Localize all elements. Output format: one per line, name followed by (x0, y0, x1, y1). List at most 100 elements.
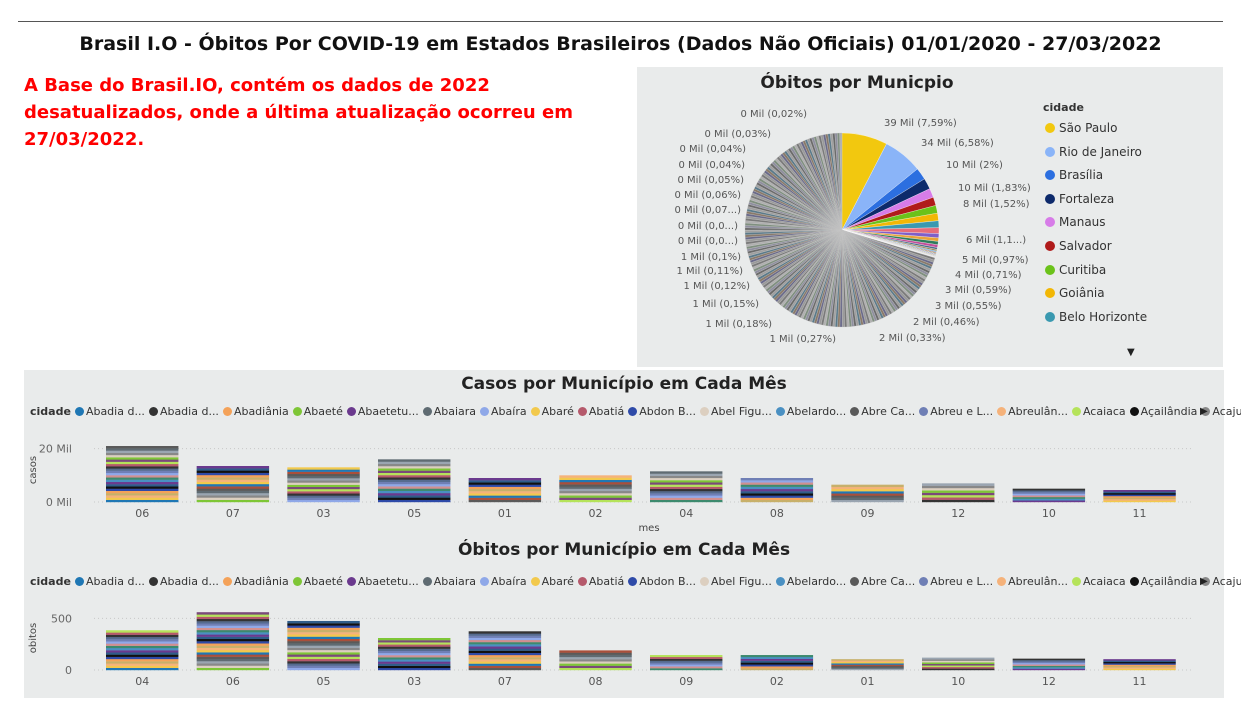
bar-segment[interactable] (196, 634, 270, 637)
bar-segment[interactable] (1103, 667, 1176, 669)
pie-legend-item[interactable]: São Paulo (1045, 121, 1117, 135)
bar-segment[interactable] (287, 489, 360, 492)
bar-segment[interactable] (1103, 499, 1176, 501)
bar-segment[interactable] (106, 647, 179, 651)
bar-segment[interactable] (106, 486, 179, 489)
legend-item[interactable]: Abelardo... (775, 405, 846, 418)
caret-right-icon[interactable]: ▶ (1200, 576, 1208, 587)
bar-segment[interactable] (106, 466, 179, 469)
bar-segment[interactable] (650, 482, 723, 485)
bar-segment[interactable] (106, 472, 179, 476)
bar-segment[interactable] (196, 658, 270, 662)
bar-segment[interactable] (740, 497, 814, 501)
bar-segment[interactable] (922, 492, 995, 496)
stacked-bar[interactable] (196, 466, 270, 503)
bar-segment[interactable] (106, 479, 179, 483)
bar-segment[interactable] (196, 497, 270, 500)
bar-segment[interactable] (287, 656, 360, 660)
legend-item[interactable]: Abdon B... (628, 575, 696, 588)
bar-segment[interactable] (650, 491, 723, 494)
bar-segment[interactable] (287, 499, 360, 503)
bar-segment[interactable] (559, 650, 632, 653)
bar-segment[interactable] (106, 448, 179, 451)
bar-segment[interactable] (559, 652, 632, 655)
bar-segment[interactable] (559, 499, 632, 503)
bar-segment[interactable] (196, 479, 270, 482)
bar-segment[interactable] (559, 495, 632, 498)
bar-segment[interactable] (196, 623, 270, 626)
bar-segment[interactable] (196, 625, 270, 628)
bar-segment[interactable] (650, 493, 723, 496)
bar-segment[interactable] (831, 667, 904, 669)
bar-segment[interactable] (287, 469, 360, 472)
bar-segment[interactable] (196, 647, 270, 651)
bar-segment[interactable] (378, 648, 451, 651)
bar-segment[interactable] (1103, 659, 1176, 661)
bar-segment[interactable] (287, 649, 360, 653)
bar-segment[interactable] (106, 484, 179, 487)
stacked-bar[interactable] (468, 478, 542, 503)
stacked-bar[interactable] (831, 659, 904, 671)
bar-segment[interactable] (106, 665, 179, 668)
bar-segment[interactable] (468, 478, 542, 481)
bar-segment[interactable] (378, 475, 451, 478)
stacked-bar[interactable] (106, 630, 179, 671)
bar-segment[interactable] (831, 661, 904, 664)
bar-segment[interactable] (106, 488, 179, 491)
bar-segment[interactable] (106, 661, 179, 664)
bar-segment[interactable] (1012, 662, 1086, 665)
bar-segment[interactable] (740, 493, 814, 496)
bar-segment[interactable] (1012, 665, 1086, 668)
bar-segment[interactable] (559, 482, 632, 485)
bar-segment[interactable] (196, 663, 270, 666)
bar-segment[interactable] (106, 468, 179, 471)
bar-segment[interactable] (1012, 498, 1086, 501)
bar-segment[interactable] (468, 633, 542, 636)
stacked-bar[interactable] (1103, 490, 1176, 503)
bar-segment[interactable] (650, 484, 723, 487)
bar-segment[interactable] (1012, 661, 1086, 664)
bar-segment[interactable] (740, 668, 814, 671)
bar-segment[interactable] (1103, 500, 1176, 503)
legend-item[interactable]: Abaíra (480, 405, 527, 418)
bar-segment[interactable] (378, 470, 451, 474)
bar-segment[interactable] (196, 665, 270, 668)
bar-segment[interactable] (831, 489, 904, 492)
bar-segment[interactable] (831, 659, 904, 661)
bar-segment[interactable] (740, 658, 814, 661)
bar-segment[interactable] (106, 636, 179, 640)
pie-legend-item[interactable]: Manaus (1045, 215, 1106, 229)
bar-segment[interactable] (831, 486, 904, 490)
bar-segment[interactable] (287, 484, 360, 488)
bar-segment[interactable] (468, 493, 542, 496)
bar-segment[interactable] (559, 654, 632, 658)
bar-segment[interactable] (650, 499, 723, 503)
bar-segment[interactable] (287, 654, 360, 657)
bar-segment[interactable] (378, 642, 451, 645)
bar-segment[interactable] (468, 635, 542, 638)
bar-segment[interactable] (468, 659, 542, 662)
bar-segment[interactable] (196, 481, 270, 485)
bar-segment[interactable] (378, 646, 451, 649)
stacked-bar[interactable] (287, 467, 360, 503)
legend-item[interactable]: Abel Figu... (700, 405, 772, 418)
bar-segment[interactable] (468, 637, 542, 641)
bar-segment[interactable] (106, 652, 179, 655)
bar-segment[interactable] (196, 486, 270, 489)
bar-segment[interactable] (650, 668, 723, 671)
bar-segment[interactable] (106, 457, 179, 460)
bar-segment[interactable] (831, 495, 904, 498)
bar-segment[interactable] (196, 612, 270, 615)
bar-segment[interactable] (106, 481, 179, 485)
stacked-bar[interactable] (1012, 658, 1086, 671)
bar-segment[interactable] (287, 623, 360, 626)
bar-segment[interactable] (287, 636, 360, 639)
bar-segment[interactable] (378, 493, 451, 496)
bar-segment[interactable] (287, 495, 360, 498)
bar-segment[interactable] (287, 645, 360, 648)
stacked-bar[interactable] (831, 484, 904, 503)
bar-segment[interactable] (468, 663, 542, 666)
bar-segment[interactable] (559, 493, 632, 496)
bar-segment[interactable] (196, 649, 270, 653)
